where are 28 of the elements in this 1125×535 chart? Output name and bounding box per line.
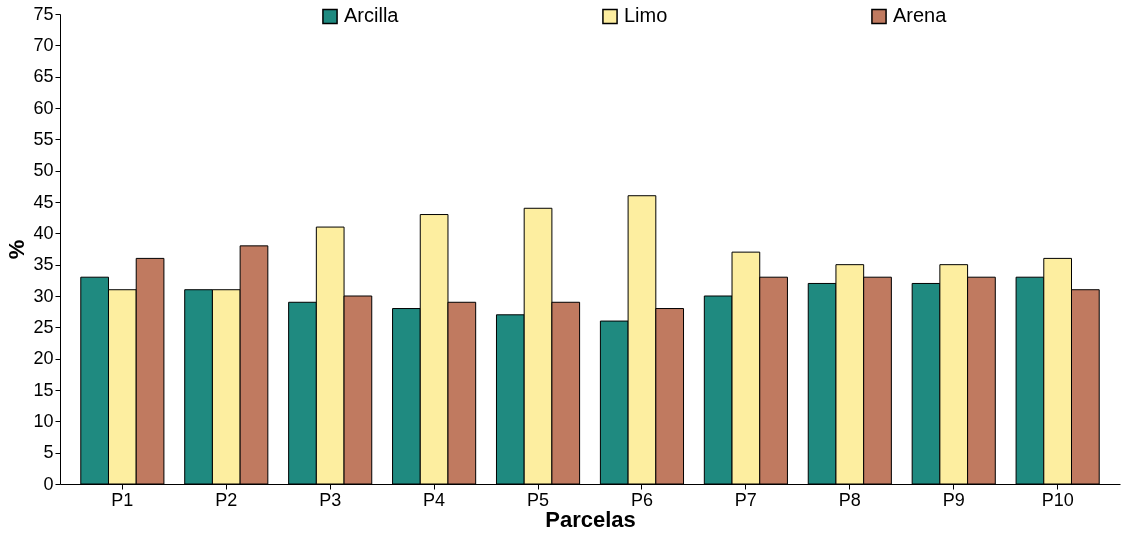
y-tick-label: 50 [33, 160, 54, 181]
y-tick-label: 20 [33, 348, 54, 369]
legend-label: Limo [624, 4, 668, 27]
x-tick-label: P9 [942, 489, 965, 510]
y-tick-label: 70 [33, 34, 54, 55]
y-tick-label: 75 [33, 3, 54, 24]
x-tick-label: P2 [215, 489, 238, 510]
y-tick-label: 30 [33, 285, 54, 306]
y-tick-label: 5 [43, 442, 54, 463]
x-tick-label: P3 [319, 489, 342, 510]
y-tick-label: 0 [43, 473, 54, 494]
x-tick-label: P4 [423, 489, 446, 510]
legend-label: Arena [893, 4, 948, 27]
y-tick-label: 40 [33, 222, 54, 243]
y-tick-label: 10 [33, 410, 54, 431]
y-tick-label: 45 [33, 191, 54, 212]
y-tick-label: 15 [33, 379, 54, 400]
x-tick-label: P7 [734, 489, 757, 510]
x-tick-label: P10 [1041, 489, 1074, 510]
y-axis-title: % [4, 239, 30, 260]
y-tick-label: 60 [33, 97, 54, 118]
y-tick-label: 55 [33, 128, 54, 149]
y-tick-label: 25 [33, 316, 54, 337]
x-tick-label: P1 [111, 489, 134, 510]
y-tick-label: 65 [33, 66, 54, 87]
legend-label: Arcilla [344, 4, 400, 27]
x-tick-label: P8 [838, 489, 861, 510]
y-tick-label: 35 [33, 254, 54, 275]
